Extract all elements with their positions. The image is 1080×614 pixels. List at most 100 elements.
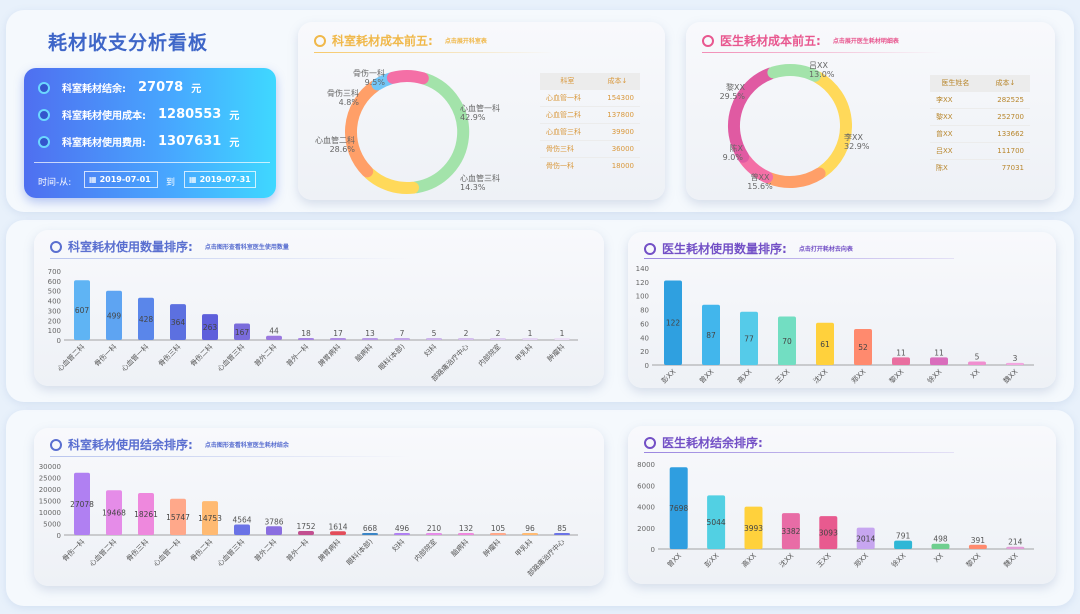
bar[interactable]	[330, 338, 346, 340]
card-hint[interactable]: 点击图形查看科室医生使用数量	[204, 244, 289, 251]
bar[interactable]	[894, 540, 913, 549]
bar[interactable]	[968, 361, 986, 366]
table-row[interactable]: 骨伤三科 36000	[540, 139, 640, 157]
ring-segment[interactable]	[767, 63, 821, 82]
bar[interactable]	[170, 498, 186, 535]
bar[interactable]	[138, 493, 154, 535]
bar[interactable]	[426, 338, 442, 340]
doctor-use-count-bar-chart[interactable]: 0 20 40 60 80 100 120 140 122 彭XX 87 曾XX 77 高XX 70 王XX 6…	[628, 232, 1056, 388]
bar[interactable]	[234, 323, 250, 341]
bar[interactable]	[522, 338, 538, 340]
bar[interactable]	[266, 335, 282, 340]
summary-value: 1307631	[158, 134, 222, 149]
bar[interactable]	[1006, 362, 1024, 365]
x-tick-label: 王XX	[815, 552, 833, 570]
bar[interactable]	[426, 533, 442, 535]
ring-segment[interactable]	[763, 167, 826, 188]
x-tick-label: 郑XX	[850, 368, 868, 386]
bar[interactable]	[266, 526, 282, 535]
ring-segment[interactable]	[386, 70, 429, 85]
bar[interactable]	[816, 322, 834, 365]
bar[interactable]	[554, 338, 570, 340]
bar[interactable]	[819, 516, 838, 549]
y-tick-label: 0	[57, 532, 61, 540]
summary-unit: 元	[229, 111, 240, 122]
bar[interactable]	[968, 544, 987, 549]
ring-segment[interactable]	[811, 71, 853, 178]
table-header[interactable]: 成本↓	[594, 73, 640, 89]
table-cell: 心血管一科	[540, 88, 595, 106]
bar[interactable]	[854, 329, 872, 365]
table-row[interactable]: 李XX 282525	[930, 90, 1030, 108]
bar[interactable]	[298, 531, 314, 535]
bar[interactable]	[781, 513, 800, 549]
bar[interactable]	[702, 304, 720, 365]
table-row[interactable]: 骨伤一科 18000	[540, 156, 640, 174]
bar-value-label: 1752	[296, 522, 315, 531]
bar[interactable]	[394, 338, 410, 340]
doctor-balance-bar-chart[interactable]: 0 2000 4000 6000 8000 7698 曾XX 5044 彭XX 3993 高XX 33…	[628, 426, 1056, 584]
table-row[interactable]: 心血管二科 137800	[540, 105, 640, 123]
table-row[interactable]: 吕XX 111700	[930, 141, 1030, 159]
bar[interactable]	[234, 524, 250, 536]
bar[interactable]	[458, 338, 474, 340]
card-hint[interactable]: 点击展开科室表	[444, 38, 487, 45]
bar[interactable]	[931, 543, 950, 549]
bar[interactable]	[707, 495, 726, 549]
bar[interactable]	[202, 501, 218, 535]
card-hint[interactable]: 点击打开耗材去向表	[798, 246, 853, 253]
ring-segment[interactable]	[410, 73, 470, 194]
ring-segment[interactable]	[363, 167, 419, 195]
bar[interactable]	[1006, 546, 1025, 549]
ring-segment[interactable]	[345, 80, 381, 178]
bar[interactable]	[744, 506, 763, 549]
bar-value-label: 668	[363, 524, 378, 533]
ring-segment[interactable]	[728, 67, 777, 163]
bar[interactable]	[554, 533, 570, 535]
bar[interactable]	[138, 297, 154, 340]
bar[interactable]	[490, 533, 506, 535]
date-from-input[interactable]: ▦ 2019-07-01	[84, 171, 158, 188]
bar[interactable]	[202, 314, 218, 340]
bar[interactable]	[778, 316, 796, 366]
bar[interactable]	[298, 338, 314, 340]
table-row[interactable]: 陈X 77031	[930, 158, 1030, 176]
card-hint[interactable]: 点击展开医生耗材明细表	[832, 38, 899, 45]
summary-label: 科室耗材结余:	[62, 84, 126, 95]
bar[interactable]	[458, 533, 474, 535]
bar-value-label: 607	[75, 306, 90, 315]
bar[interactable]	[106, 490, 122, 535]
bar[interactable]	[362, 338, 378, 340]
bar-value-label: 1	[560, 329, 565, 338]
bar[interactable]	[490, 338, 506, 340]
bar[interactable]	[856, 527, 875, 549]
bar[interactable]	[740, 311, 758, 366]
bar[interactable]	[930, 357, 948, 365]
bar[interactable]	[330, 531, 346, 535]
bar[interactable]	[74, 472, 90, 535]
table-row[interactable]: 心血管一科 154300	[540, 88, 640, 106]
ring-label-pct: 9.5%	[365, 78, 386, 87]
date-to-input[interactable]: ▦ 2019-07-31	[184, 171, 256, 188]
summary-unit: 元	[191, 84, 202, 95]
dept-cost-ring-chart[interactable]: 骨伤一科9.5%心血管一科42.9%心血管三科14.3%心血管二科28.6%骨伤…	[298, 22, 665, 200]
ring-label-pct: 13.0%	[809, 70, 835, 79]
dept-balance-bar-chart[interactable]: 0 5000 10000 15000 20000 25000 30000 27078 骨伤一科 1…	[34, 428, 604, 586]
card-hint[interactable]: 点击图形查看科室医生耗材结余	[204, 442, 289, 449]
table-row[interactable]: 心血管三科 39900	[540, 122, 640, 140]
bar[interactable]	[669, 467, 688, 549]
bar[interactable]	[106, 290, 122, 340]
bar[interactable]	[362, 533, 378, 535]
table-row[interactable]: 黎XX 252700	[930, 107, 1030, 125]
table-header[interactable]: 成本↓	[980, 75, 1030, 91]
bar[interactable]	[170, 304, 186, 340]
x-tick-label: 眼科(本部)	[376, 342, 406, 372]
bar[interactable]	[892, 357, 910, 365]
bar[interactable]	[522, 533, 538, 535]
bar[interactable]	[394, 533, 410, 535]
bar[interactable]	[74, 280, 90, 340]
table-row[interactable]: 曾XX 133662	[930, 124, 1030, 142]
bar[interactable]	[664, 280, 682, 366]
